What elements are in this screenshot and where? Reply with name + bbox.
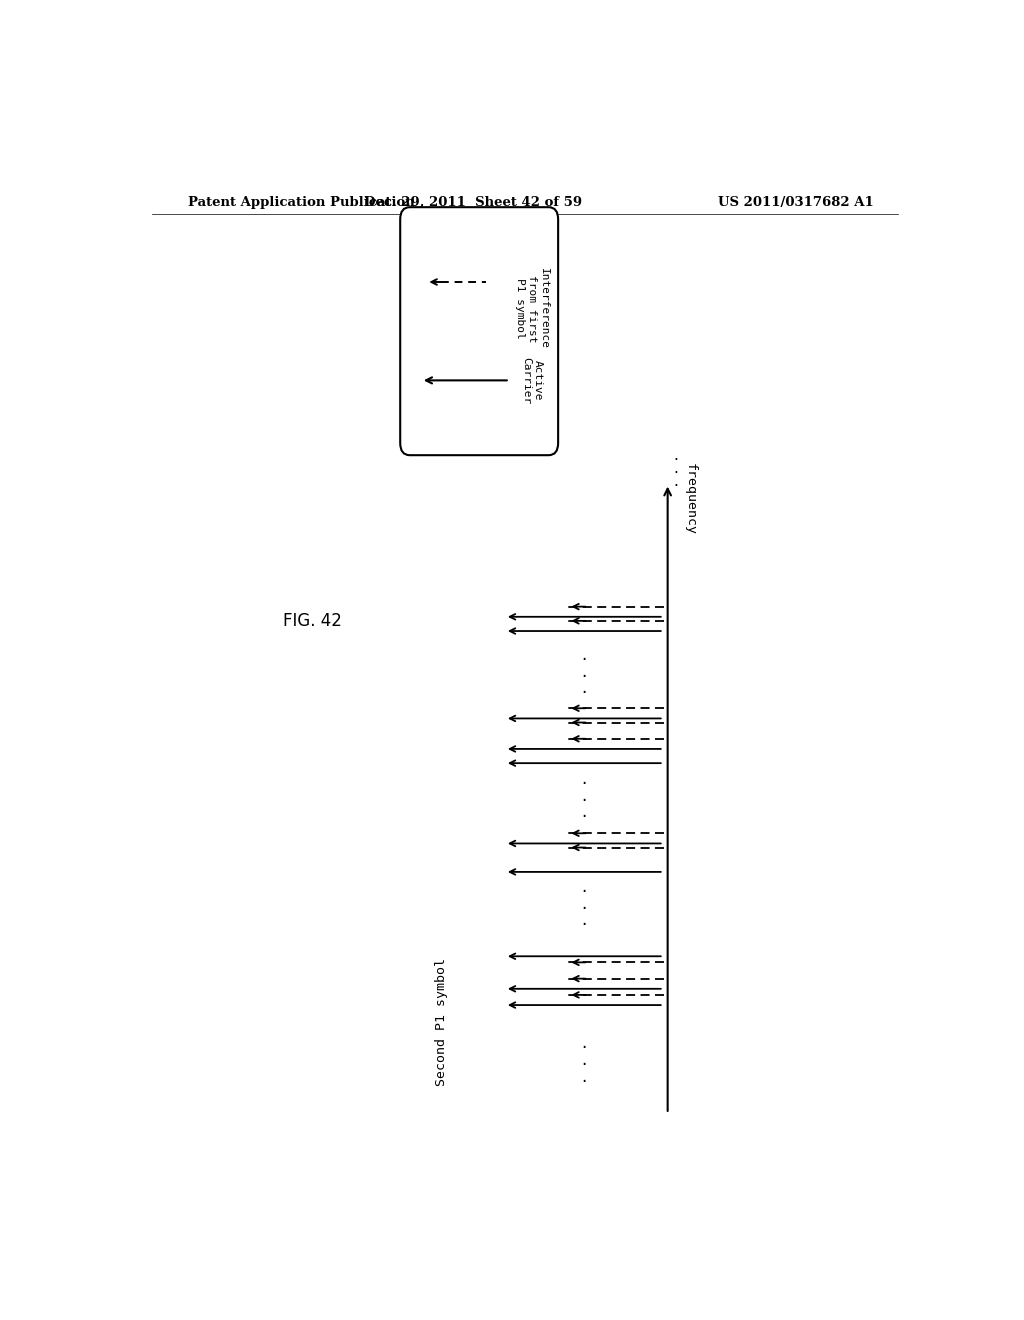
Text: ·
·
·: · · · — [582, 775, 587, 826]
Text: Interference
from first
P1 symbol: Interference from first P1 symbol — [515, 268, 549, 350]
Text: ·
·
·: · · · — [582, 883, 587, 935]
Text: US 2011/0317682 A1: US 2011/0317682 A1 — [718, 195, 873, 209]
Text: ·
·
·: · · · — [582, 651, 587, 702]
Text: ·
·
·: · · · — [673, 453, 678, 494]
Text: Dec. 29, 2011  Sheet 42 of 59: Dec. 29, 2011 Sheet 42 of 59 — [365, 195, 583, 209]
Text: Second P1 symbol: Second P1 symbol — [435, 958, 447, 1086]
Text: Patent Application Publication: Patent Application Publication — [187, 195, 415, 209]
FancyBboxPatch shape — [400, 207, 558, 455]
Text: frequency: frequency — [684, 463, 696, 535]
Text: Active
Carrier: Active Carrier — [521, 356, 543, 404]
Text: ·
·
·: · · · — [582, 1039, 587, 1090]
Text: FIG. 42: FIG. 42 — [283, 612, 342, 630]
